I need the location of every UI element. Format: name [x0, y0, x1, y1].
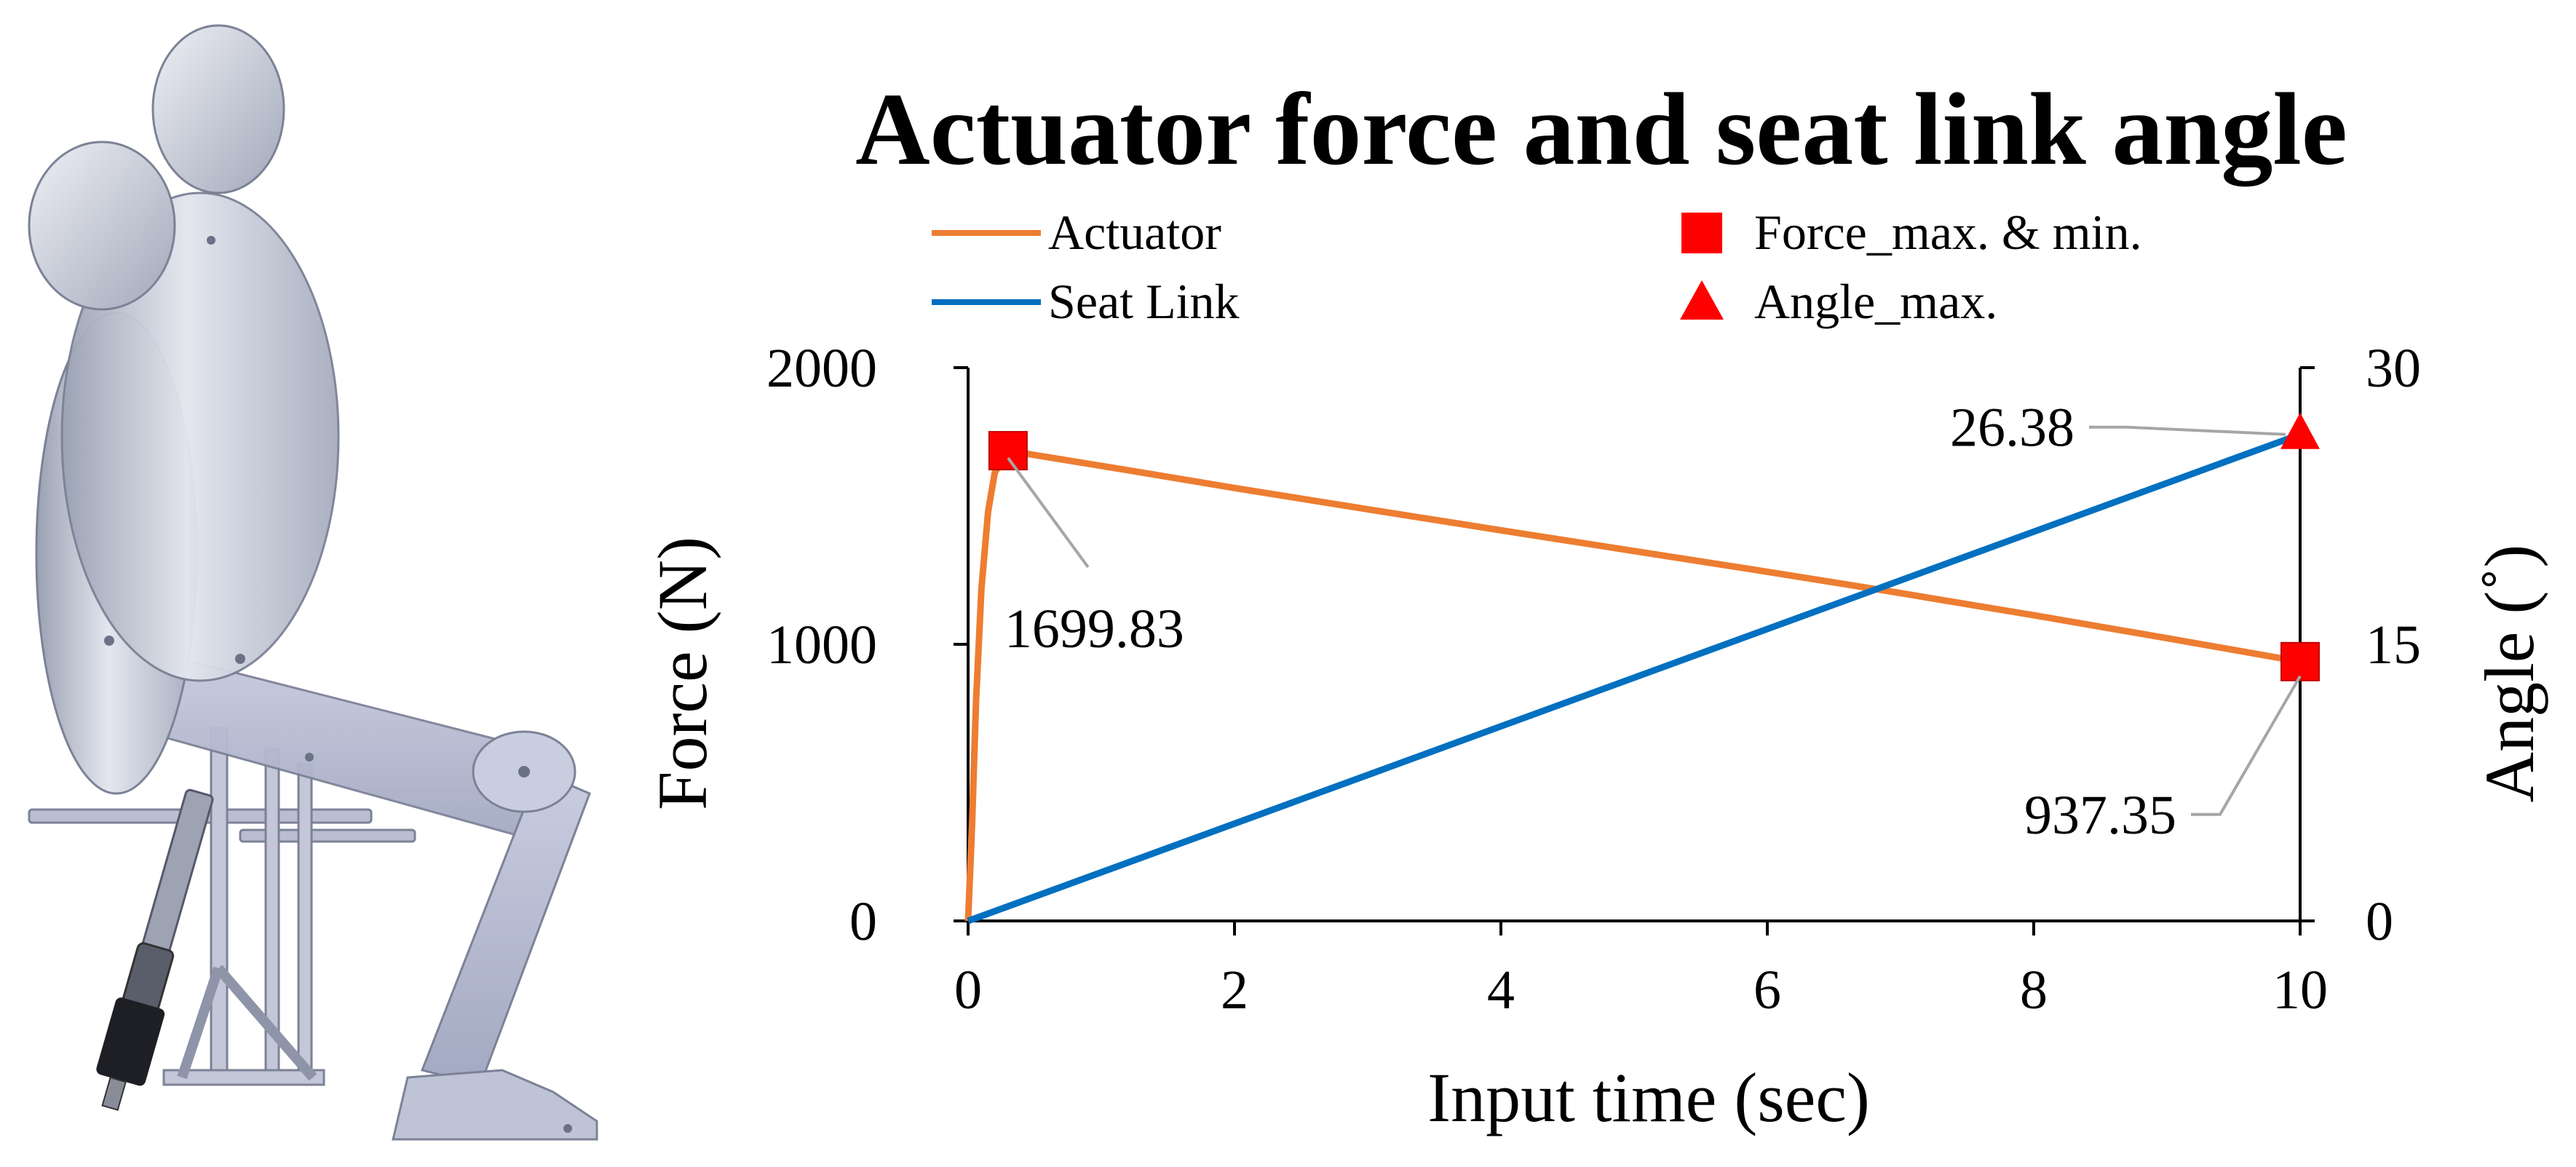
annotation-leader-line — [2089, 425, 2286, 436]
legend-label: Angle_max. — [1754, 274, 1997, 329]
angle-max-marker — [2280, 412, 2320, 449]
series-group — [964, 412, 2320, 925]
x-tick-label: 8 — [2020, 960, 2048, 1021]
data-annotation: 937.35 — [2024, 675, 2302, 846]
x-tick-label: 0 — [954, 960, 982, 1021]
x-tick-label: 6 — [1753, 960, 1781, 1021]
legend-item: Actuator — [932, 205, 1221, 260]
chart-title: Actuator force and seat link angle — [855, 71, 2347, 186]
seated-human-model-with-exoskeleton-icon — [28, 24, 598, 1141]
x-tick-label: 2 — [1221, 960, 1248, 1021]
force-extreme-marker — [2280, 641, 2320, 681]
y-right-tick-label: 15 — [2366, 614, 2421, 676]
legend-label: Force_max. & min. — [1754, 205, 2142, 260]
axes: 0 2 4 6 8 10 0 1000 2000 0 15 30 Input time (sec) For… — [643, 338, 2548, 1136]
force-extreme-marker — [988, 431, 1028, 471]
data-annotation: 26.38 — [1950, 397, 2286, 459]
y-left-tick-label: 1000 — [766, 614, 877, 676]
y-axis-left-label: Force (N) — [643, 537, 721, 810]
legend-triangle-marker — [1680, 280, 1724, 320]
y-left-tick-label: 2000 — [766, 338, 877, 399]
x-tick-label: 4 — [1487, 960, 1515, 1021]
annotations: 1699.83 937.35 26.38 — [1004, 397, 2302, 846]
legend-item: Force_max. & min. — [1681, 205, 2142, 260]
series-line-seat-link — [967, 431, 2302, 925]
data-annotation: 1699.83 — [1004, 456, 1184, 660]
legend-label: Actuator — [1048, 205, 1221, 260]
y-right-tick-label: 30 — [2366, 338, 2421, 399]
legend-square-marker — [1681, 213, 1722, 253]
annotation-leader-line — [2191, 675, 2302, 816]
legend-item: Seat Link — [932, 274, 1240, 329]
annotation-label: 937.35 — [2024, 785, 2176, 846]
y-left-tick-label: 0 — [849, 891, 877, 952]
annotation-leader-line — [1007, 456, 1090, 569]
legend: Actuator Force_max. & min. Seat Link Angle_… — [932, 205, 2142, 329]
legend-item: Angle_max. — [1680, 274, 1997, 329]
x-axis-label: Input time (sec) — [1427, 1059, 1870, 1136]
legend-label: Seat Link — [1048, 274, 1240, 329]
y-right-tick-label: 0 — [2366, 891, 2393, 952]
annotation-label: 26.38 — [1950, 397, 2074, 459]
x-tick-label: 10 — [2272, 960, 2328, 1021]
chart-title-group: Actuator force and seat link angle — [855, 71, 2347, 186]
annotation-label: 1699.83 — [1004, 598, 1184, 660]
series-line-actuator — [964, 447, 2301, 922]
y-axis-right-label: Angle (˚) — [2470, 545, 2548, 803]
